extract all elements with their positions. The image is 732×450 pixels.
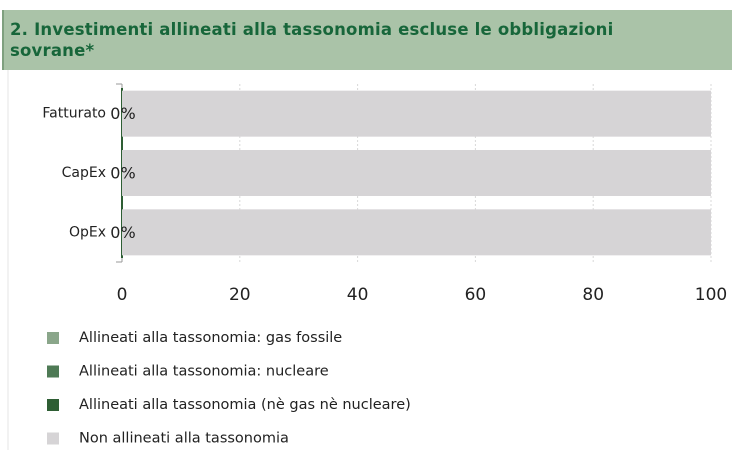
legend-label: Non allineati alla tassonomia xyxy=(79,431,289,447)
x-tick-label: 60 xyxy=(465,285,487,305)
header: 2. Investimenti allineati alla tassonomi… xyxy=(2,10,732,70)
value-label: 0% xyxy=(110,164,135,183)
bar-segment xyxy=(122,90,711,137)
category-label: OpEx xyxy=(69,224,106,240)
legend-label: Allineati alla tassonomia (nè gas nè nuc… xyxy=(79,397,411,413)
bar-segment xyxy=(122,209,711,256)
x-tick-label: 100 xyxy=(695,285,727,305)
x-tick-label: 0 xyxy=(117,285,128,305)
x-tick-label: 20 xyxy=(229,285,251,305)
legend-label: Allineati alla tassonomia: gas fossile xyxy=(79,330,342,346)
legend-swatch xyxy=(47,332,59,344)
bar-segment xyxy=(122,150,711,196)
x-tick-label: 80 xyxy=(582,285,604,305)
value-label: 0% xyxy=(110,104,135,123)
x-tick-label: 40 xyxy=(347,285,369,305)
category-label: CapEx xyxy=(62,165,106,181)
value-label: 0% xyxy=(110,223,135,242)
legend-label: Allineati alla tassonomia: nucleare xyxy=(79,364,329,380)
legend-swatch xyxy=(47,432,59,445)
category-label: Fatturato xyxy=(42,106,106,122)
legend-swatch xyxy=(47,399,59,411)
legend-swatch xyxy=(47,365,59,378)
chart-title: 2. Investimenti allineati alla tassonomi… xyxy=(10,20,614,60)
